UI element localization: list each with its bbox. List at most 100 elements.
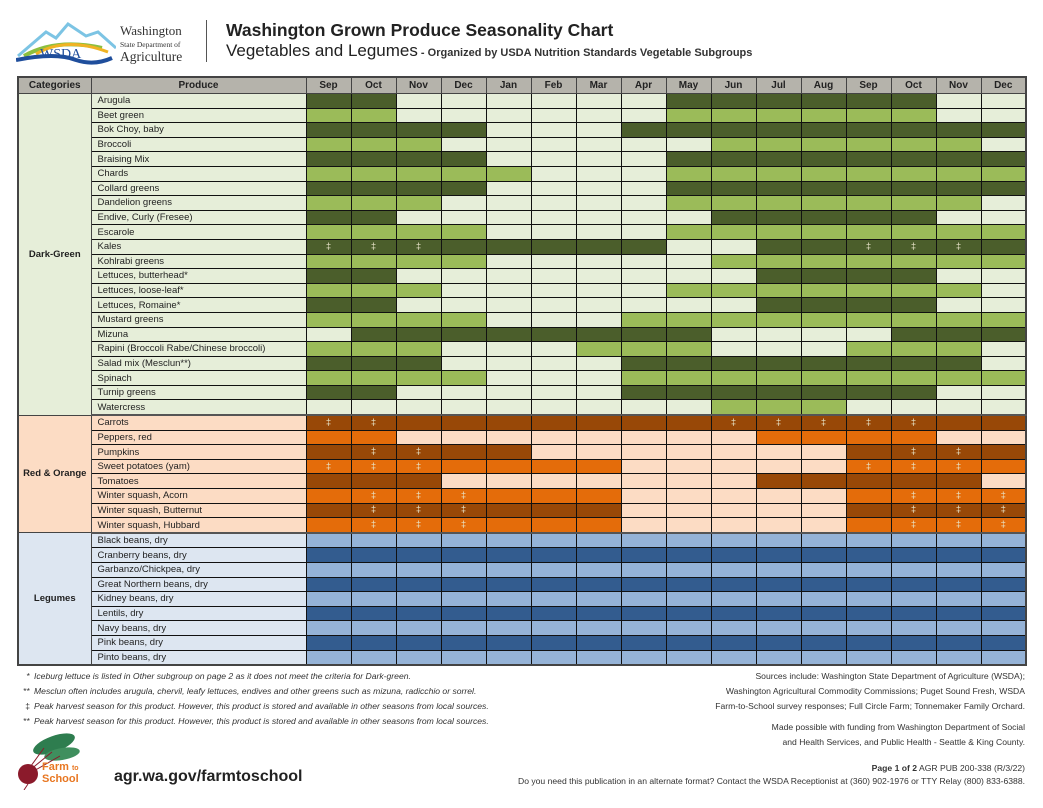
season-cell-light bbox=[575, 517, 622, 534]
season-cell-dark bbox=[440, 180, 487, 197]
season-cell-empty bbox=[710, 458, 757, 475]
season-cell-light bbox=[620, 620, 667, 636]
table-row: Watercress bbox=[18, 399, 1027, 416]
produce-name: Winter squash, Hubbard bbox=[90, 517, 307, 534]
season-cell-empty bbox=[620, 282, 667, 299]
peak-harvest-mark: ‡ bbox=[350, 517, 397, 534]
season-cell-light bbox=[305, 224, 352, 240]
season-cell-light bbox=[890, 253, 937, 270]
season-cell-light bbox=[575, 591, 622, 607]
season-cell-light bbox=[935, 562, 982, 578]
season-cell-empty bbox=[620, 399, 667, 416]
season-cell-light bbox=[665, 620, 712, 636]
season-cell-empty bbox=[575, 429, 622, 446]
season-cell-empty bbox=[980, 209, 1027, 226]
website-link[interactable]: agr.wa.gov/farmtoschool bbox=[114, 768, 303, 785]
season-cell-empty bbox=[395, 429, 442, 446]
season-cell-dark bbox=[305, 444, 352, 460]
season-cell-dark bbox=[800, 473, 847, 490]
season-cell-dark bbox=[620, 326, 667, 343]
season-cell-light bbox=[350, 282, 397, 299]
table-row: Mizuna bbox=[18, 326, 1027, 343]
season-cell-light bbox=[980, 458, 1027, 475]
season-cell-dark bbox=[575, 502, 622, 519]
season-cell-empty bbox=[935, 107, 982, 124]
produce-name: Peppers, red bbox=[90, 429, 307, 446]
table-row: Collard greens bbox=[18, 180, 1027, 197]
season-cell-light bbox=[800, 311, 847, 328]
produce-name: Escarole bbox=[90, 224, 307, 240]
season-cell-dark bbox=[890, 122, 937, 138]
season-cell-dark bbox=[980, 238, 1027, 255]
season-cell-dark bbox=[755, 180, 802, 197]
subtitle-note: - Organized by USDA Nutrition Standards … bbox=[417, 47, 753, 59]
season-cell-light bbox=[710, 107, 757, 124]
season-cell-dark bbox=[485, 605, 532, 622]
season-cell-dark bbox=[800, 634, 847, 651]
season-cell-dark bbox=[530, 605, 577, 622]
produce-name: Pinto beans, dry bbox=[90, 649, 307, 666]
season-cell-empty bbox=[755, 341, 802, 357]
sources-line-2: Washington Agricultural Commodity Commis… bbox=[725, 686, 1025, 696]
footnote: ** Peak harvest season for this product. … bbox=[18, 714, 488, 729]
season-cell-dark bbox=[845, 547, 892, 563]
season-cell-light bbox=[980, 620, 1027, 636]
produce-name: Arugula bbox=[90, 93, 307, 109]
page-info: Page 1 of 2 AGR PUB 200-338 (R/3/22) Do … bbox=[518, 762, 1025, 788]
season-cell-dark bbox=[305, 473, 352, 490]
season-cell-empty bbox=[575, 384, 622, 401]
season-cell-empty bbox=[575, 444, 622, 460]
season-cell-light bbox=[530, 531, 577, 549]
page-title: Washington Grown Produce Seasonality Cha… bbox=[226, 20, 614, 40]
season-cell-light bbox=[305, 195, 352, 211]
season-cell-light bbox=[755, 620, 802, 636]
season-cell-empty bbox=[620, 473, 667, 490]
season-cell-dark bbox=[755, 473, 802, 490]
peak-harvest-mark: ‡ bbox=[980, 517, 1027, 534]
month-header: Nov bbox=[395, 76, 442, 94]
season-cell-dark bbox=[845, 122, 892, 138]
season-cell-light bbox=[440, 620, 487, 636]
season-cell-empty bbox=[800, 517, 847, 534]
season-cell-dark bbox=[845, 268, 892, 284]
season-cell-light bbox=[665, 341, 712, 357]
season-cell-dark bbox=[845, 605, 892, 622]
season-cell-light bbox=[845, 224, 892, 240]
f2s-school: School bbox=[42, 773, 79, 785]
peak-harvest-mark: ‡ bbox=[845, 238, 892, 255]
table-row: Legumes Black beans, dry bbox=[17, 531, 1027, 666]
season-cell-light bbox=[395, 649, 442, 666]
season-cell-light bbox=[845, 517, 892, 534]
category-label: Red & Orange bbox=[17, 414, 92, 534]
footnote-text: Iceburg lettuce is listed in Other subgr… bbox=[34, 671, 411, 681]
produce-name: Endive, Curly (Fresee) bbox=[90, 209, 307, 226]
season-cell-light bbox=[575, 649, 622, 666]
season-cell-dark bbox=[755, 297, 802, 313]
peak-harvest-mark: ‡ bbox=[845, 458, 892, 475]
season-cell-light bbox=[485, 531, 532, 549]
season-cell-dark bbox=[350, 384, 397, 401]
season-cell-dark bbox=[665, 605, 712, 622]
season-cell-empty bbox=[395, 107, 442, 124]
season-cell-light bbox=[980, 311, 1027, 328]
season-cell-light bbox=[800, 562, 847, 578]
season-cell-light bbox=[755, 165, 802, 182]
table-row: Broccoli bbox=[18, 136, 1027, 153]
season-cell-light bbox=[935, 341, 982, 357]
season-cell-empty bbox=[710, 326, 757, 343]
season-cell-dark bbox=[845, 180, 892, 197]
season-cell-empty bbox=[575, 224, 622, 240]
peak-harvest-mark: ‡ bbox=[350, 444, 397, 460]
season-cell-light bbox=[665, 107, 712, 124]
season-cell-light bbox=[890, 107, 937, 124]
season-cell-dark bbox=[755, 634, 802, 651]
produce-name: Broccoli bbox=[90, 136, 307, 153]
season-cell-dark bbox=[395, 547, 442, 563]
season-cell-dark bbox=[395, 473, 442, 490]
season-cell-empty bbox=[485, 122, 532, 138]
season-cell-light bbox=[710, 282, 757, 299]
season-cell-dark bbox=[845, 93, 892, 109]
season-cell-dark bbox=[935, 547, 982, 563]
produce-name: Lettuces, loose-leaf* bbox=[90, 282, 307, 299]
season-cell-light bbox=[845, 311, 892, 328]
